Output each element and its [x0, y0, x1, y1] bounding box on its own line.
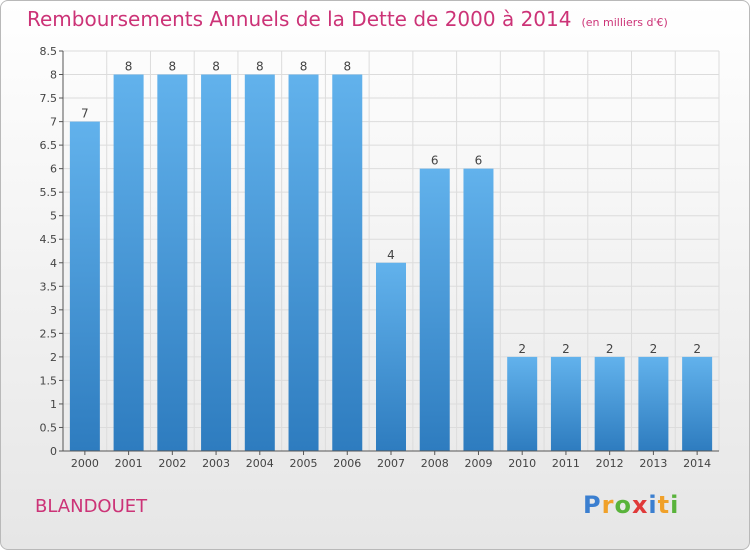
y-tick-label: 5	[50, 210, 57, 223]
x-tick-label: 2006	[333, 457, 361, 470]
data-label: 8	[212, 60, 220, 74]
data-label: 2	[518, 342, 526, 356]
logo-letter: i	[670, 491, 680, 519]
logo-letter: t	[657, 491, 671, 519]
bar	[288, 74, 319, 451]
y-tick-label: 6	[50, 163, 57, 176]
chart-title: Remboursements Annuels de la Dette de 20…	[27, 7, 668, 31]
bar	[682, 356, 713, 451]
data-label: 8	[256, 60, 264, 74]
logo-letter: r	[601, 491, 615, 519]
y-tick-label: 4	[50, 257, 57, 270]
data-label: 2	[606, 342, 614, 356]
y-tick-label: 0	[50, 445, 57, 458]
y-tick-label: 3	[50, 304, 57, 317]
bar	[69, 121, 100, 452]
data-label: 8	[343, 60, 351, 74]
data-label: 8	[169, 60, 177, 74]
y-tick-label: 7	[50, 116, 57, 129]
bar	[463, 168, 494, 451]
data-labels: 7 8 8 8 8 8 8 4 6 6 2 2 2 2 2	[81, 60, 701, 356]
x-tick-label: 2008	[421, 457, 449, 470]
logo-letter: P	[583, 491, 602, 519]
x-tick-label: 2009	[464, 457, 492, 470]
y-tick-label: 8	[50, 69, 57, 82]
data-label: 8	[125, 60, 133, 74]
bar	[244, 74, 275, 451]
bar	[376, 262, 406, 451]
y-tick-label: 2.5	[40, 327, 58, 340]
proxiti-logo[interactable]: Proxiti	[583, 491, 679, 519]
data-label: 6	[475, 154, 483, 168]
y-tick-label: 8.5	[40, 45, 58, 58]
data-label: 7	[81, 107, 89, 121]
bar	[419, 168, 450, 451]
y-tick-label: 1	[50, 398, 57, 411]
y-tick-label: 7.5	[40, 92, 58, 105]
data-label: 2	[562, 342, 570, 356]
bar	[113, 74, 144, 451]
bar	[638, 356, 669, 451]
x-tick-label: 2010	[508, 457, 536, 470]
logo-letter: o	[614, 491, 632, 519]
y-tick-label: 0.5	[40, 421, 58, 434]
axes: 0 0.5 1 1.5 2 2.5 3 3.5 4 4.5 5 5.5 6 6.5 7 7.5 8 8.5 2000…	[40, 45, 719, 470]
logo-letter: i	[648, 491, 658, 519]
place-name: BLANDOUET	[35, 496, 148, 517]
x-tick-label: 2005	[290, 457, 318, 470]
bar	[201, 74, 232, 451]
y-tick-label: 2	[50, 351, 57, 364]
bar	[157, 74, 188, 451]
y-tick-label: 1.5	[40, 374, 58, 387]
logo-letter: x	[631, 491, 649, 519]
y-tick-label: 6.5	[40, 139, 58, 152]
x-tick-label: 2001	[115, 457, 143, 470]
x-tick-label: 2000	[71, 457, 99, 470]
x-tick-label: 2002	[158, 457, 186, 470]
data-label: 2	[650, 342, 658, 356]
data-label: 4	[387, 248, 395, 262]
x-tick-label: 2011	[552, 457, 580, 470]
y-tick-label: 3.5	[40, 280, 58, 293]
bar	[550, 356, 581, 451]
bar	[507, 356, 538, 451]
data-label: 8	[300, 60, 308, 74]
bar	[332, 74, 363, 451]
bars	[69, 74, 713, 452]
x-tick-label: 2007	[377, 457, 405, 470]
data-label: 6	[431, 154, 439, 168]
bar	[594, 356, 625, 451]
chart-title-text: Remboursements Annuels de la Dette de 20…	[27, 7, 572, 31]
data-label: 2	[693, 342, 701, 356]
y-tick-label: 4.5	[40, 233, 58, 246]
x-tick-label: 2014	[683, 457, 711, 470]
chart-unit: (en milliers d'€)	[581, 16, 668, 29]
x-tick-label: 2013	[639, 457, 667, 470]
x-tick-label: 2004	[246, 457, 274, 470]
y-tick-label: 5.5	[40, 186, 58, 199]
x-tick-label: 2012	[596, 457, 624, 470]
x-tick-label: 2003	[202, 457, 230, 470]
